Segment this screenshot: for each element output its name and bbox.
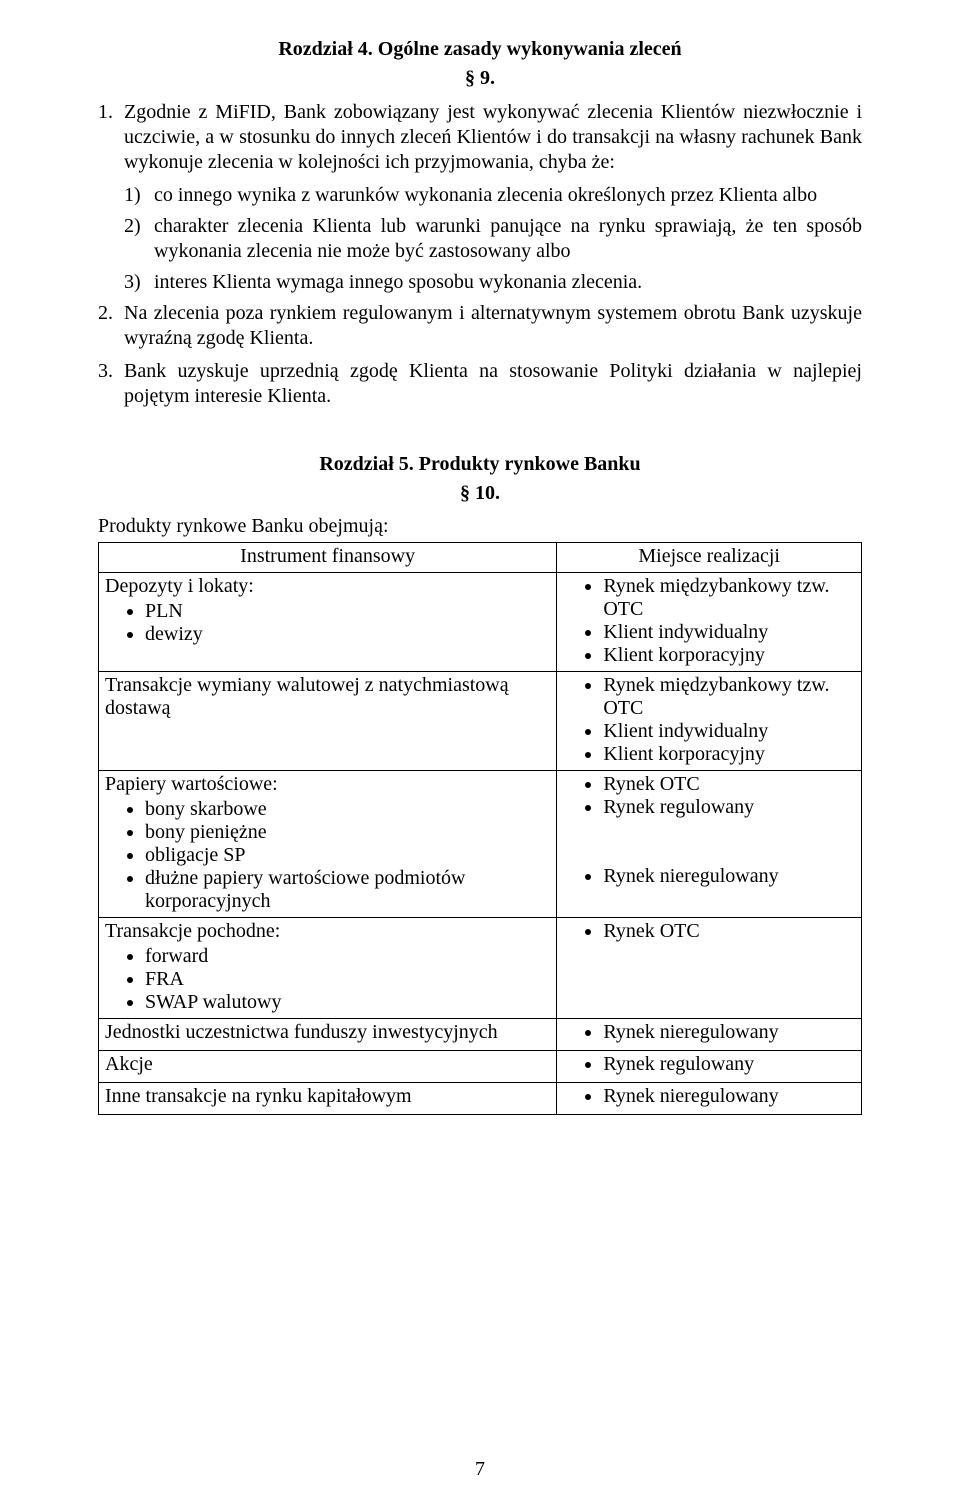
list-item: Klient korporacyjny [603, 644, 855, 667]
para-9-3-num: 3. [98, 359, 124, 409]
list-item: Rynek nieregulowany [603, 1021, 855, 1044]
table-row: Papiery wartościowe:bony skarbowebony pi… [99, 771, 862, 918]
list-item: dłużne papiery wartościowe podmiotów kor… [145, 867, 550, 913]
sub-9-1-2: 2) charakter zlecenia Klienta lub warunk… [98, 214, 862, 264]
para-9-2: 2. Na zlecenia poza rynkiem regulowanym … [98, 301, 862, 351]
spacer [98, 417, 862, 453]
table-row: Inne transakcje na rynku kapitałowym Ryne… [99, 1083, 862, 1115]
cell-instrument-title: Depozyty i lokaty: [105, 575, 550, 598]
cell-instrument: Transakcje wymiany walutowej z natychmia… [99, 672, 557, 771]
list-item: FRA [145, 968, 550, 991]
cell-instrument: Akcje [99, 1051, 557, 1083]
cell-place: Rynek nieregulowany [557, 1019, 862, 1051]
cell-instrument-list: bony skarbowebony pieniężneobligacje SPd… [105, 798, 550, 913]
cell-instrument-list: forwardFRASWAP walutowy [105, 945, 550, 1014]
cell-place-list: Rynek międzybankowy tzw. OTCKlient indyw… [563, 575, 855, 667]
cell-instrument-title: Papiery wartościowe: [105, 773, 550, 796]
cell-place: Rynek międzybankowy tzw. OTCKlient indyw… [557, 672, 862, 771]
list-item: Rynek międzybankowy tzw. OTC [603, 575, 855, 621]
header-place: Miejsce realizacji [557, 543, 862, 573]
cell-place-list: Rynek regulowany [563, 1053, 855, 1076]
para-9-3: 3. Bank uzyskuje uprzednią zgodę Klienta… [98, 359, 862, 409]
para-9-2-text: Na zlecenia poza rynkiem regulowanym i a… [124, 301, 862, 351]
list-item: Klient indywidualny [603, 720, 855, 743]
sub-9-1-1: 1) co innego wynika z warunków wykonania… [98, 183, 862, 208]
cell-instrument: Depozyty i lokaty:PLNdewizy [99, 573, 557, 672]
cell-place-list: Rynek międzybankowy tzw. OTCKlient indyw… [563, 674, 855, 766]
list-item: dewizy [145, 623, 550, 646]
chapter5-section: § 10. [98, 482, 862, 505]
products-table: Instrument finansowy Miejsce realizacji … [98, 542, 862, 1115]
page-number: 7 [0, 1458, 960, 1481]
products-intro: Produkty rynkowe Banku obejmują: [98, 515, 862, 538]
sub-9-1-2-text: charakter zlecenia Klienta lub warunki p… [154, 214, 862, 264]
cell-place-list: Rynek OTC [563, 920, 855, 943]
list-item: Klient indywidualny [603, 621, 855, 644]
list-item: Rynek międzybankowy tzw. OTC [603, 674, 855, 720]
cell-instrument-title: Jednostki uczestnictwa funduszy inwestyc… [105, 1021, 550, 1044]
cell-instrument: Transakcje pochodne:forwardFRASWAP walut… [99, 918, 557, 1019]
list-item: PLN [145, 600, 550, 623]
chapter4-title: Rozdział 4. Ogólne zasady wykonywania zl… [98, 38, 862, 61]
cell-instrument: Papiery wartościowe:bony skarbowebony pi… [99, 771, 557, 918]
cell-instrument-title: Akcje [105, 1053, 550, 1076]
list-item: forward [145, 945, 550, 968]
table-row: Jednostki uczestnictwa funduszy inwestyc… [99, 1019, 862, 1051]
cell-instrument-title: Transakcje pochodne: [105, 920, 550, 943]
list-item: Rynek nieregulowany [603, 1085, 855, 1108]
para-9-1-num: 1. [98, 100, 124, 175]
cell-place-list: Rynek nieregulowany [563, 1085, 855, 1108]
cell-instrument: Jednostki uczestnictwa funduszy inwestyc… [99, 1019, 557, 1051]
list-item: bony pieniężne [145, 821, 550, 844]
header-instrument: Instrument finansowy [99, 543, 557, 573]
list-item [603, 842, 855, 865]
cell-place-list: Rynek OTCRynek regulowany Rynek nieregul… [563, 773, 855, 888]
cell-place: Rynek OTCRynek regulowany Rynek nieregul… [557, 771, 862, 918]
cell-place: Rynek OTC [557, 918, 862, 1019]
table-row: Depozyty i lokaty:PLNdewizyRynek międzyb… [99, 573, 862, 672]
sub-9-1-1-num: 1) [124, 183, 154, 208]
cell-instrument-title: Transakcje wymiany walutowej z natychmia… [105, 674, 550, 720]
list-item: Rynek OTC [603, 920, 855, 943]
table-row: Transakcje pochodne:forwardFRASWAP walut… [99, 918, 862, 1019]
list-item: Klient korporacyjny [603, 743, 855, 766]
cell-place-list: Rynek nieregulowany [563, 1021, 855, 1044]
list-item: SWAP walutowy [145, 991, 550, 1014]
page: Rozdział 4. Ogólne zasady wykonywania zl… [0, 0, 960, 1511]
sub-9-1-2-num: 2) [124, 214, 154, 264]
chapter5-title: Rozdział 5. Produkty rynkowe Banku [98, 453, 862, 476]
cell-instrument-list: PLNdewizy [105, 600, 550, 646]
sub-9-1-1-text: co innego wynika z warunków wykonania zl… [154, 183, 862, 208]
para-9-1-text: Zgodnie z MiFID, Bank zobowiązany jest w… [124, 100, 862, 175]
list-item: Rynek nieregulowany [603, 865, 855, 888]
sub-9-1-3: 3) interes Klienta wymaga innego sposobu… [98, 270, 862, 295]
table-row: Transakcje wymiany walutowej z natychmia… [99, 672, 862, 771]
para-9-2-num: 2. [98, 301, 124, 351]
cell-instrument-title: Inne transakcje na rynku kapitałowym [105, 1085, 550, 1108]
sub-9-1-3-num: 3) [124, 270, 154, 295]
list-item: Rynek OTC [603, 773, 855, 796]
chapter4-section: § 9. [98, 67, 862, 90]
cell-instrument: Inne transakcje na rynku kapitałowym [99, 1083, 557, 1115]
list-item [603, 819, 855, 842]
para-9-3-text: Bank uzyskuje uprzednią zgodę Klienta na… [124, 359, 862, 409]
table-header-row: Instrument finansowy Miejsce realizacji [99, 543, 862, 573]
cell-place: Rynek międzybankowy tzw. OTCKlient indyw… [557, 573, 862, 672]
para-9-1: 1. Zgodnie z MiFID, Bank zobowiązany jes… [98, 100, 862, 175]
cell-place: Rynek nieregulowany [557, 1083, 862, 1115]
table-row: Akcje Rynek regulowany [99, 1051, 862, 1083]
list-item: bony skarbowe [145, 798, 550, 821]
list-item: Rynek regulowany [603, 1053, 855, 1076]
list-item: Rynek regulowany [603, 796, 855, 819]
sub-9-1-3-text: interes Klienta wymaga innego sposobu wy… [154, 270, 862, 295]
cell-place: Rynek regulowany [557, 1051, 862, 1083]
list-item: obligacje SP [145, 844, 550, 867]
